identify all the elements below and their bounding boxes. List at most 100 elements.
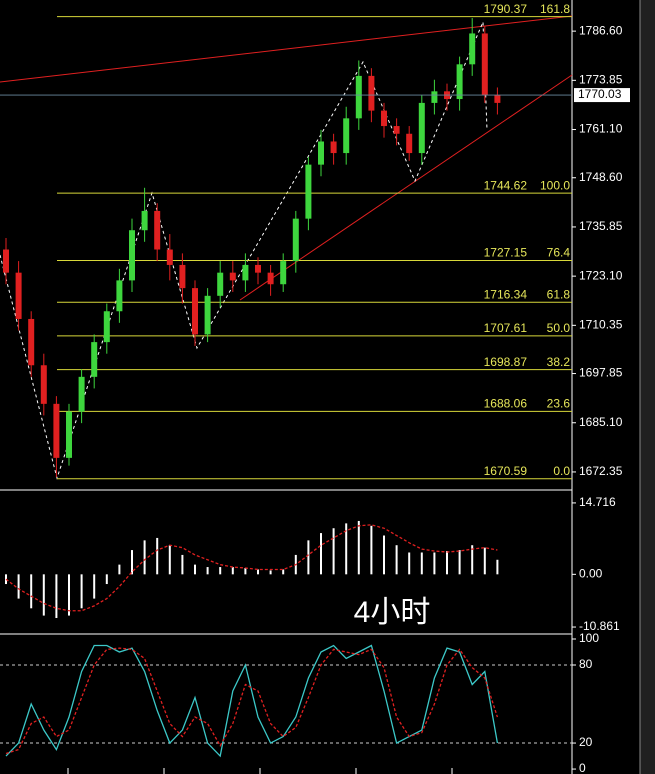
macd-bar — [282, 569, 285, 575]
candle-body — [116, 280, 123, 312]
macd-bar — [307, 540, 310, 575]
macd-bar — [17, 574, 20, 599]
timeframe-label: 4小时 — [354, 596, 431, 629]
last-price-label: 1770.03 — [578, 87, 622, 101]
candle-body — [494, 95, 501, 103]
macd-bar — [118, 564, 121, 575]
candle-body — [292, 218, 299, 262]
macd-bar — [383, 535, 385, 575]
y-tick-label: 1723.10 — [579, 268, 623, 282]
macd-bar — [244, 568, 247, 575]
fib-price: 1688.06 — [484, 397, 528, 411]
fib-price: 1744.62 — [484, 178, 528, 192]
fib-ratio: 50.0 — [547, 321, 571, 335]
macd-bar — [395, 545, 398, 575]
candle-body — [78, 376, 85, 412]
y-tick-label: 1735.85 — [579, 219, 623, 233]
macd-bar — [42, 574, 45, 616]
candle-body — [15, 272, 22, 319]
fib-price: 1716.34 — [484, 287, 528, 301]
candle-body — [406, 133, 413, 154]
candle-body — [66, 411, 72, 458]
candle-body — [469, 33, 476, 65]
candle-body — [53, 403, 60, 458]
macd-bar — [219, 567, 222, 575]
macd-bar — [181, 554, 184, 575]
macd-bar — [446, 551, 448, 575]
candle-body — [91, 342, 98, 377]
candle-body — [3, 249, 9, 273]
candle-body — [217, 272, 224, 296]
candle-body — [267, 272, 274, 285]
y-tick-label: 0.00 — [579, 567, 603, 581]
candle-body — [305, 164, 312, 219]
macd-bar — [105, 574, 108, 585]
macd-bar — [143, 540, 146, 575]
fib-ratio: 23.6 — [547, 397, 571, 411]
y-tick-label: 14.716 — [579, 495, 616, 509]
fib-price: 1790.37 — [484, 2, 528, 16]
zigzag — [0, 21, 488, 480]
candle-body — [255, 264, 261, 273]
candle-body — [192, 288, 198, 335]
candle-body — [418, 102, 425, 154]
macd-bar — [332, 528, 335, 575]
macd-bar — [194, 564, 196, 575]
trend-line — [0, 15, 573, 83]
y-tick-label: -10.861 — [579, 619, 620, 633]
y-tick-label: 1685.10 — [579, 415, 623, 429]
y-tick-label: 80 — [579, 657, 593, 671]
macd-bar — [156, 537, 159, 575]
macd-bar — [55, 574, 58, 619]
fib-ratio: 76.4 — [547, 246, 571, 260]
candle-body — [355, 75, 362, 119]
candle-body — [141, 210, 148, 231]
y-tick-label: 0 — [579, 761, 586, 774]
fib-ratio: 161.8 — [540, 2, 570, 16]
candle-body — [204, 295, 211, 335]
candle-body — [343, 118, 350, 154]
macd-bar — [206, 567, 209, 575]
macd-bar — [345, 523, 348, 575]
candle-body — [318, 141, 324, 165]
macd-bar — [496, 559, 499, 575]
fib-price: 1670.59 — [484, 464, 528, 478]
macd-bar — [131, 550, 133, 575]
candle-body — [154, 210, 161, 250]
y-tick-label: 1786.60 — [579, 23, 623, 37]
candle-body — [431, 91, 438, 103]
macd-bar — [80, 574, 83, 609]
indicator-line — [5, 524, 498, 612]
indicator-line — [5, 647, 499, 755]
y-tick-label: 1748.60 — [579, 170, 623, 184]
y-tick-label: 1710.35 — [579, 318, 623, 332]
macd-bar — [458, 550, 461, 575]
fib-price: 1727.15 — [484, 246, 528, 260]
candle-body — [368, 75, 375, 111]
macd-bar — [269, 570, 272, 575]
time-ticks — [67, 768, 453, 774]
macd-bar — [168, 545, 171, 575]
macd-bar — [257, 569, 259, 575]
fib-ratio: 38.2 — [547, 355, 571, 369]
fib-ratio: 0.0 — [553, 464, 570, 478]
macd-bar — [68, 574, 70, 616]
side-strip — [640, 0, 655, 774]
macd-bar — [370, 525, 373, 575]
fib-ratio: 100.0 — [540, 178, 570, 192]
macd-bar — [231, 567, 234, 575]
candle-body — [280, 261, 287, 285]
candle-body — [381, 110, 387, 127]
candle-body — [40, 365, 47, 404]
macd-bar — [30, 574, 33, 609]
macd-bar — [93, 574, 96, 599]
candle-body — [330, 141, 337, 154]
y-tick-label: 1697.85 — [579, 366, 623, 380]
indicator-line — [5, 644, 499, 758]
candle-body — [229, 272, 236, 281]
last-price-box — [574, 88, 630, 103]
macd-bar — [471, 545, 474, 575]
macd-bar — [420, 552, 423, 575]
y-tick-label: 1761.10 — [579, 122, 623, 136]
